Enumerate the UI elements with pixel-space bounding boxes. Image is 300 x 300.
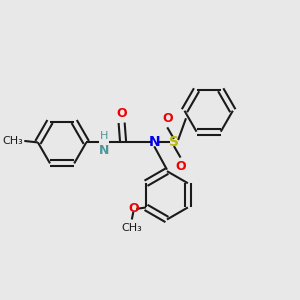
Text: O: O	[162, 112, 172, 125]
Text: N: N	[99, 144, 110, 157]
Text: N: N	[148, 135, 160, 149]
Text: O: O	[116, 107, 127, 120]
Text: O: O	[128, 202, 139, 215]
Text: O: O	[175, 160, 186, 173]
Text: CH₃: CH₃	[122, 223, 142, 232]
Text: H: H	[100, 131, 109, 141]
Text: S: S	[169, 135, 179, 149]
Text: CH₃: CH₃	[2, 136, 23, 146]
